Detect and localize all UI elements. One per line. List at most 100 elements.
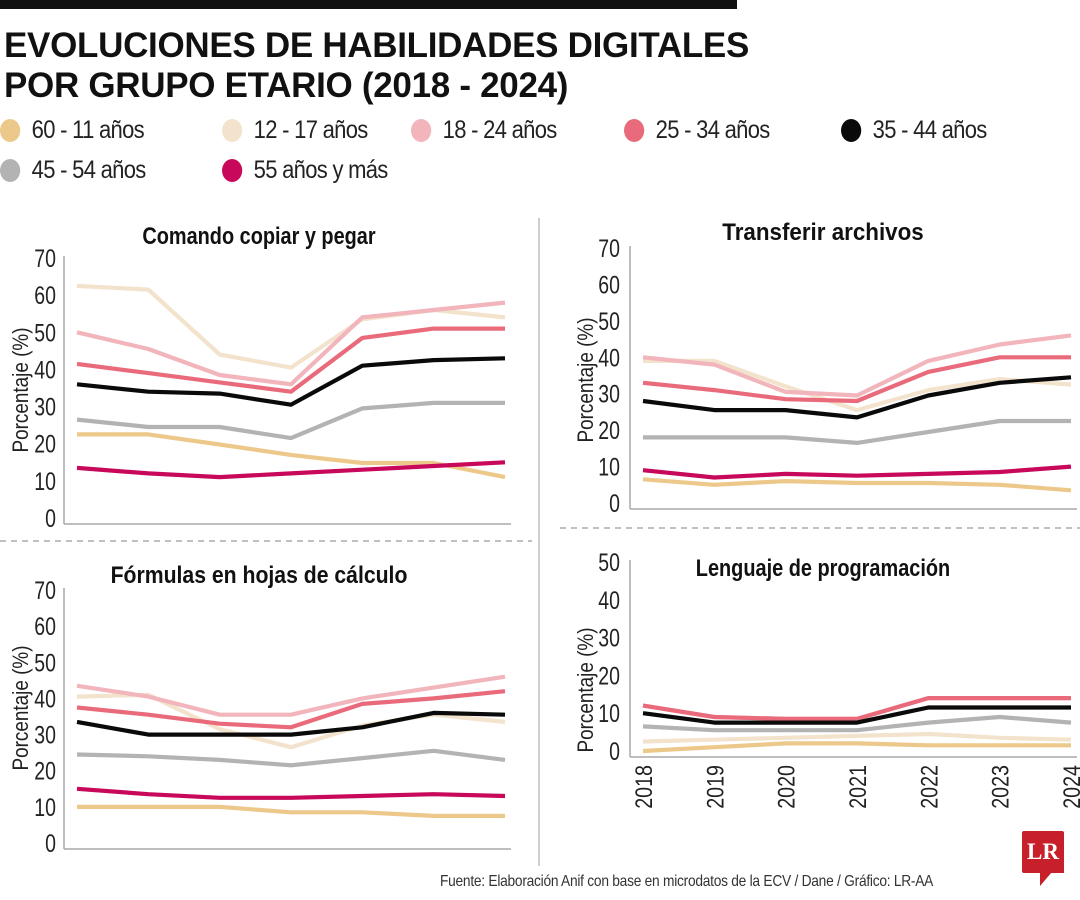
top-rule — [0, 0, 737, 9]
legend-label: 12 - 17 años — [253, 116, 369, 144]
y-tick-label: 50 — [34, 319, 56, 347]
legend-swatch-icon — [0, 119, 21, 142]
y-tick-label: 10 — [598, 453, 620, 481]
series-line-g3 — [76, 300, 506, 387]
x-tick-label: 2024 — [1058, 765, 1080, 809]
y-tick-label: 40 — [34, 685, 56, 713]
series-line-g1 — [642, 477, 1072, 493]
legend-swatch-icon — [0, 159, 21, 182]
y-axis-label: Porcentaje (%) — [9, 645, 34, 770]
series-line-g3 — [76, 674, 506, 717]
y-tick-label: 60 — [34, 282, 56, 310]
x-tick-label: 2020 — [773, 765, 800, 809]
y-tick-label: 40 — [598, 586, 620, 614]
y-tick-label: 50 — [34, 649, 56, 677]
y-tick-label: 50 — [598, 308, 620, 336]
y-tick-label: 40 — [598, 344, 620, 372]
series-line-g6 — [76, 748, 506, 768]
y-axis-label: Porcentaje (%) — [9, 327, 34, 452]
y-tick-label: 70 — [598, 235, 620, 263]
panel-title: Comando copiar y pegar — [142, 223, 375, 250]
y-axis-label: Porcentaje (%) — [574, 317, 599, 442]
source-note: Fuente: Elaboración Anif con base en mic… — [440, 873, 934, 890]
series-line-g4 — [76, 689, 506, 730]
legend-swatch-icon — [624, 119, 645, 142]
legend-label: 18 - 24 años — [442, 116, 558, 144]
y-tick-label: 60 — [598, 271, 620, 299]
lr-logo-tail — [1040, 872, 1052, 886]
chart-title-line-1: EVOLUCIONES DE HABILIDADES DIGITALES — [4, 26, 749, 65]
y-tick-label: 20 — [598, 417, 620, 445]
series-line-g5 — [76, 710, 506, 737]
y-tick-label: 70 — [34, 577, 56, 605]
legend: 60 - 11 años 12 - 17 años 18 - 24 años 2… — [0, 116, 1080, 192]
legend-item-60-11: 60 - 11 años — [0, 116, 145, 145]
chart-title-line-2: POR GRUPO ETARIO (2018 - 2024) — [4, 66, 569, 105]
series-line-g2 — [76, 692, 506, 750]
y-tick-label: 10 — [34, 468, 56, 496]
x-tick-label: 2018 — [630, 765, 657, 809]
legend-item-35-44: 35 - 44 años — [841, 116, 987, 145]
y-tick-label: 30 — [34, 721, 56, 749]
panel-title: Transferir archivos — [722, 219, 923, 246]
legend-item-18-24: 18 - 24 años — [411, 116, 557, 145]
series-line-g1 — [77, 432, 506, 480]
legend-item-55-plus: 55 años y más — [222, 156, 388, 185]
chart-title: EVOLUCIONES DE HABILIDADES DIGITALES POR… — [4, 26, 749, 106]
y-tick-label: 40 — [34, 356, 56, 384]
y-tick-label: 0 — [45, 830, 56, 858]
y-tick-label: 10 — [598, 700, 620, 728]
y-tick-label: 70 — [34, 245, 56, 273]
series-line-g4 — [76, 326, 505, 394]
series-line-g5 — [76, 356, 506, 407]
legend-swatch-icon — [222, 119, 243, 142]
series-line-g4 — [642, 695, 1071, 722]
y-tick-label: 20 — [34, 430, 56, 458]
series-line-g6 — [643, 418, 1071, 445]
y-tick-label: 30 — [34, 393, 56, 421]
x-tick-label: 2023 — [987, 765, 1014, 809]
lr-logo: LR — [1022, 831, 1064, 873]
panel-title: Fórmulas en hojas de cálculo — [111, 562, 408, 589]
legend-label: 45 - 54 años — [31, 156, 147, 184]
series-line-g2 — [643, 358, 1072, 413]
y-axis-label: Porcentaje (%) — [574, 627, 599, 752]
legend-label: 60 - 11 años — [31, 116, 145, 144]
series-line-g3 — [642, 333, 1072, 398]
legend-item-25-34: 25 - 34 años — [624, 116, 770, 145]
y-tick-label: 30 — [598, 624, 620, 652]
legend-swatch-icon — [222, 159, 243, 182]
legend-label: 35 - 44 años — [872, 116, 988, 144]
legend-swatch-icon — [841, 119, 862, 142]
y-tick-label: 50 — [598, 549, 620, 577]
legend-label: 55 años y más — [253, 156, 389, 184]
series-line-g5 — [642, 375, 1072, 420]
y-tick-label: 0 — [609, 490, 620, 518]
y-tick-label: 0 — [45, 505, 56, 533]
series-line-g6 — [76, 400, 505, 441]
panel-title: Lenguaje de programación — [696, 555, 950, 582]
legend-swatch-icon — [411, 119, 432, 142]
series-line-g7 — [76, 786, 506, 800]
y-tick-label: 20 — [598, 662, 620, 690]
series-line-g5 — [642, 705, 1071, 725]
legend-label: 25 - 34 años — [655, 116, 771, 144]
legend-item-12-17: 12 - 17 años — [222, 116, 368, 145]
x-tick-label: 2021 — [844, 765, 871, 809]
series-line-g1 — [642, 741, 1071, 754]
y-tick-label: 0 — [609, 738, 620, 766]
series-line-g4 — [642, 355, 1071, 404]
y-tick-label: 10 — [34, 794, 56, 822]
series-line-g2 — [642, 731, 1072, 744]
y-tick-label: 20 — [34, 757, 56, 785]
series-line-g6 — [642, 714, 1072, 733]
legend-item-45-54: 45 - 54 años — [0, 156, 146, 185]
y-tick-label: 60 — [34, 613, 56, 641]
y-tick-label: 30 — [598, 380, 620, 408]
series-line-g7 — [642, 464, 1072, 480]
x-tick-label: 2019 — [701, 765, 728, 809]
series-line-g1 — [77, 804, 505, 819]
x-tick-label: 2022 — [915, 765, 942, 809]
series-line-g7 — [76, 460, 506, 480]
